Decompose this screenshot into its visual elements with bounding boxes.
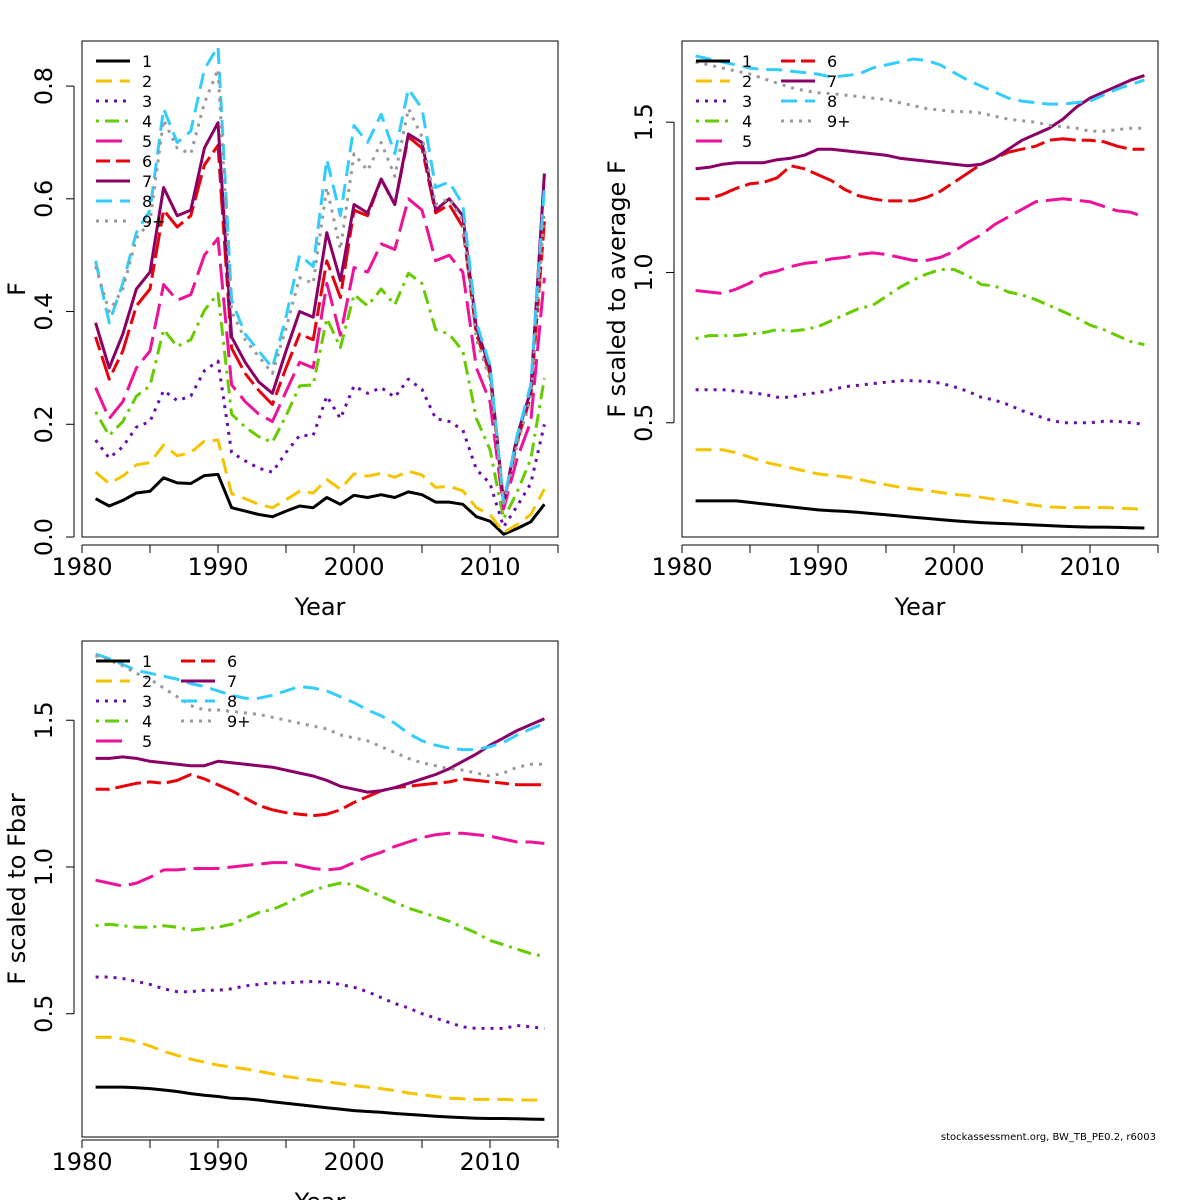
x-tick-label: 1990: [787, 553, 848, 581]
x-tick-label: 2000: [323, 553, 384, 581]
legend-label: 2: [142, 72, 152, 91]
legend-label: 5: [742, 132, 752, 151]
plot-frame: [681, 40, 1159, 538]
legend-label: 7: [142, 172, 152, 191]
y-tick-label: 0.0: [30, 518, 58, 556]
legend-label: 9+: [142, 212, 166, 231]
legend-label: 6: [227, 652, 237, 671]
legend-label: 8: [142, 192, 152, 211]
x-tick-label: 2010: [459, 1148, 520, 1176]
plot-frame: [81, 640, 559, 1138]
series-line-8: [695, 54, 1145, 106]
y-tick-label: 0.4: [30, 292, 58, 330]
chart-panel-1: 1980 1990 2000 2010 Year 0.0 0.2 0.4 0.6 0.8 F 1234…: [3, 40, 559, 621]
x-axis-title: Year: [894, 593, 946, 621]
y-tick-label: 1.5: [30, 701, 58, 739]
y-axis-title: F: [3, 282, 31, 296]
series-line-4: [695, 268, 1145, 347]
series-line-2: [94, 438, 546, 534]
legend-label: 7: [227, 672, 237, 691]
legend-label: 4: [742, 112, 752, 131]
chart-panel-2: 1980 1990 2000 2010 Year 0.5 1.0 1.5 F scaled to…: [603, 40, 1159, 621]
y-tick-label: 0.5: [30, 995, 58, 1033]
legend-label: 3: [742, 92, 752, 111]
legend-label: 3: [142, 692, 152, 711]
series-line-1: [695, 499, 1145, 530]
series-line-3: [95, 975, 545, 1030]
x-tick-label: 2000: [923, 553, 984, 581]
y-axis-title: F scaled to average F: [603, 160, 631, 418]
series-line-3: [695, 379, 1145, 426]
series-line-8: [94, 45, 546, 505]
legend-label: 8: [227, 692, 237, 711]
series-line-8: [95, 652, 545, 752]
legend-label: 8: [827, 92, 837, 111]
x-tick-label: 1980: [651, 553, 712, 581]
legend-label: 2: [142, 672, 152, 691]
series-line-4: [94, 271, 546, 521]
footer-credit: stockassessment.org, BW_TB_PE0.2, r6003: [940, 1132, 1156, 1143]
y-tick-label: 0.6: [30, 180, 58, 218]
series-line-2: [95, 1035, 545, 1102]
legend-label: 1: [142, 52, 152, 71]
series-line-4: [95, 881, 545, 958]
legend-label: 9+: [827, 112, 851, 131]
series-line-7: [695, 74, 1145, 171]
y-tick-label: 0.8: [30, 67, 58, 105]
series-group: [94, 45, 546, 536]
y-tick-label: 1.5: [630, 103, 658, 141]
y-tick-label: 0.5: [630, 404, 658, 442]
legend-label: 4: [142, 112, 152, 131]
series-line-9plus: [695, 60, 1145, 133]
series-line-7: [95, 717, 545, 794]
series-line-2: [695, 448, 1145, 511]
x-tick-label: 2000: [323, 1148, 384, 1176]
y-tick-label: 0.2: [30, 405, 58, 443]
y-axis-title: F scaled to Fbar: [3, 793, 31, 985]
legend-label: 6: [827, 52, 837, 71]
series-line-6: [95, 773, 545, 818]
series-line-6: [94, 135, 546, 505]
x-tick-label: 2010: [459, 553, 520, 581]
legend-label: 3: [142, 92, 152, 111]
plot-frame: [81, 40, 559, 538]
legend-label: 4: [142, 712, 152, 731]
legend-label: 2: [742, 72, 752, 91]
legend-label: 9+: [227, 712, 251, 731]
x-tick-label: 1990: [187, 553, 248, 581]
x-tick-label: 1980: [51, 553, 112, 581]
legend-label: 1: [142, 652, 152, 671]
series-line-3: [94, 359, 546, 529]
series-line-5: [94, 197, 546, 511]
legend-label: 7: [827, 72, 837, 91]
y-tick-label: 1.0: [30, 848, 58, 886]
x-axis-title: Year: [294, 593, 346, 621]
legend-label: 6: [142, 152, 152, 171]
series-group: [95, 652, 545, 1121]
y-tick-label: 1.0: [630, 253, 658, 291]
series-group: [695, 54, 1145, 530]
legend-label: 1: [742, 52, 752, 71]
series-line-6: [695, 137, 1145, 203]
series-line-5: [695, 197, 1145, 295]
legend-label: 5: [142, 132, 152, 151]
x-axis-title: Year: [294, 1188, 346, 1200]
chart-panel-3: 1980 1990 2000 2010 Year 0.5 1.0 1.5 F scaled to…: [3, 640, 559, 1200]
series-line-1: [94, 472, 546, 536]
x-tick-label: 1990: [187, 1148, 248, 1176]
legend-label: 5: [142, 732, 152, 751]
series-line-5: [95, 831, 545, 888]
series-line-9plus: [94, 67, 546, 508]
x-tick-label: 1980: [51, 1148, 112, 1176]
series-line-1: [95, 1085, 545, 1121]
x-tick-label: 2010: [1059, 553, 1120, 581]
series-line-9plus: [95, 654, 545, 778]
